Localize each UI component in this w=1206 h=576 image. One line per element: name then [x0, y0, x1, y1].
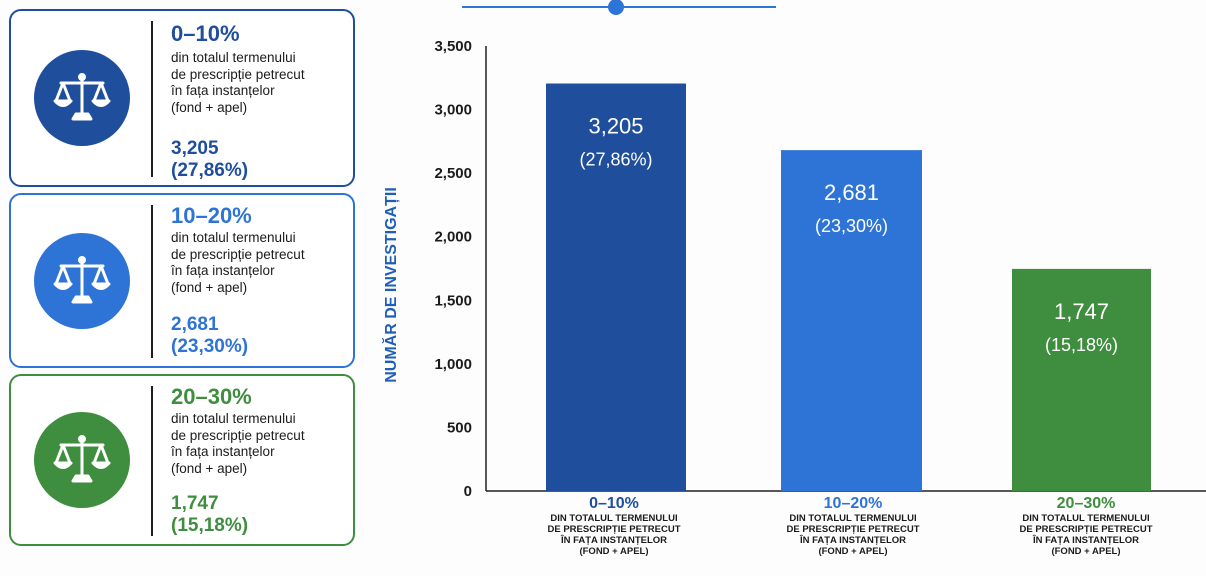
- bar-value-label: 1,747: [1054, 299, 1109, 324]
- bar-percent-label: (27,86%): [579, 150, 652, 170]
- card-percent: (23,30%): [171, 336, 249, 357]
- bar-value-label: 3,205: [588, 114, 643, 139]
- card-range: 0–10%: [171, 21, 240, 46]
- card-percent: (27,86%): [171, 160, 249, 181]
- card-0-10: 0–10% din totalul termenului de prescrip…: [9, 9, 355, 187]
- card-range: 20–30%: [171, 384, 252, 409]
- bar: [546, 83, 686, 491]
- scales-icon: [34, 412, 130, 508]
- category-description: DIN TOTALUL TERMENULUI DE PRESCRIPȚIE PE…: [1019, 513, 1153, 557]
- scales-icon: [34, 233, 130, 329]
- category-description: DIN TOTALUL TERMENULUI DE PRESCRIPȚIE PE…: [547, 513, 681, 557]
- card-divider: [151, 386, 153, 536]
- bar-percent-label: (15,18%): [1045, 335, 1118, 355]
- card-count: 1,747: [171, 493, 219, 514]
- y-tick-label: 3,000: [434, 102, 472, 119]
- card-description: din totalul termenului de prescripție pe…: [171, 230, 305, 295]
- y-tick-label: 3,500: [434, 38, 472, 55]
- bar: [1012, 268, 1151, 491]
- card-description: din totalul termenului de prescripție pe…: [171, 411, 305, 476]
- card-range: 10–20%: [171, 203, 252, 228]
- category-range: 10–20%: [823, 495, 883, 512]
- category-description: DIN TOTALUL TERMENULUI DE PRESCRIPȚIE PE…: [786, 513, 920, 557]
- bar-value-label: 2,681: [824, 180, 879, 205]
- y-tick-label: 1,000: [434, 356, 472, 373]
- bar-percent-label: (23,30%): [815, 216, 888, 236]
- card-20-30: 20–30% din totalul termenului de prescri…: [9, 374, 355, 546]
- category-range: 0–10%: [589, 495, 639, 512]
- card-10-20: 10–20% din totalul termenului de prescri…: [9, 193, 355, 368]
- card-percent: (15,18%): [171, 515, 249, 536]
- y-tick-label: 500: [447, 419, 472, 436]
- card-description: din totalul termenului de prescripție pe…: [171, 50, 305, 115]
- bar: [781, 150, 922, 491]
- y-tick-label: 1,500: [434, 292, 472, 309]
- decorative-dot: [608, 0, 624, 15]
- category-range: 20–30%: [1056, 495, 1116, 512]
- y-axis-label: NUMĂR DE INVESTIGAȚII: [383, 187, 400, 383]
- category-label: 10–20% DIN TOTALUL TERMENULUI DE PRESCRI…: [753, 495, 953, 557]
- category-label: 0–10% DIN TOTALUL TERMENULUI DE PRESCRIP…: [514, 495, 714, 557]
- card-count: 2,681: [171, 314, 219, 335]
- y-tick-label: 2,500: [434, 165, 472, 182]
- card-divider: [151, 205, 153, 358]
- category-label: 20–30% DIN TOTALUL TERMENULUI DE PRESCRI…: [986, 495, 1186, 557]
- card-divider: [151, 21, 153, 177]
- y-tick-label: 0: [464, 483, 472, 500]
- card-count: 3,205: [171, 138, 219, 159]
- scales-icon: [34, 50, 130, 146]
- y-tick-label: 2,000: [434, 229, 472, 246]
